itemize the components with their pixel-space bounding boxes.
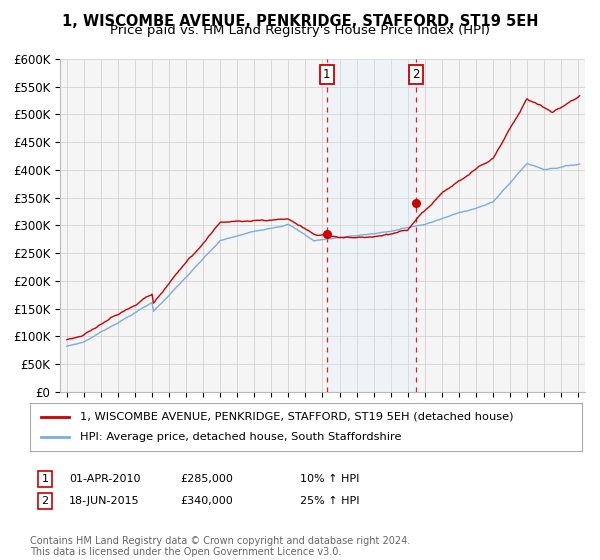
Bar <box>327 59 416 392</box>
Text: 1, WISCOMBE AVENUE, PENKRIDGE, STAFFORD, ST19 5EH: 1, WISCOMBE AVENUE, PENKRIDGE, STAFFORD,… <box>62 14 538 29</box>
Text: 2: 2 <box>412 68 419 81</box>
Text: £340,000: £340,000 <box>180 496 233 506</box>
Text: HPI: Average price, detached house, South Staffordshire: HPI: Average price, detached house, Sout… <box>80 432 401 442</box>
Text: £285,000: £285,000 <box>180 474 233 484</box>
Text: Price paid vs. HM Land Registry's House Price Index (HPI): Price paid vs. HM Land Registry's House … <box>110 24 490 37</box>
Text: 25% ↑ HPI: 25% ↑ HPI <box>300 496 359 506</box>
Text: Contains HM Land Registry data © Crown copyright and database right 2024.
This d: Contains HM Land Registry data © Crown c… <box>30 535 410 557</box>
Text: 18-JUN-2015: 18-JUN-2015 <box>69 496 140 506</box>
Text: 10% ↑ HPI: 10% ↑ HPI <box>300 474 359 484</box>
Text: 1: 1 <box>323 68 331 81</box>
Text: 01-APR-2010: 01-APR-2010 <box>69 474 140 484</box>
Text: 2: 2 <box>41 496 49 506</box>
Text: 1: 1 <box>41 474 49 484</box>
Text: 1, WISCOMBE AVENUE, PENKRIDGE, STAFFORD, ST19 5EH (detached house): 1, WISCOMBE AVENUE, PENKRIDGE, STAFFORD,… <box>80 412 513 422</box>
